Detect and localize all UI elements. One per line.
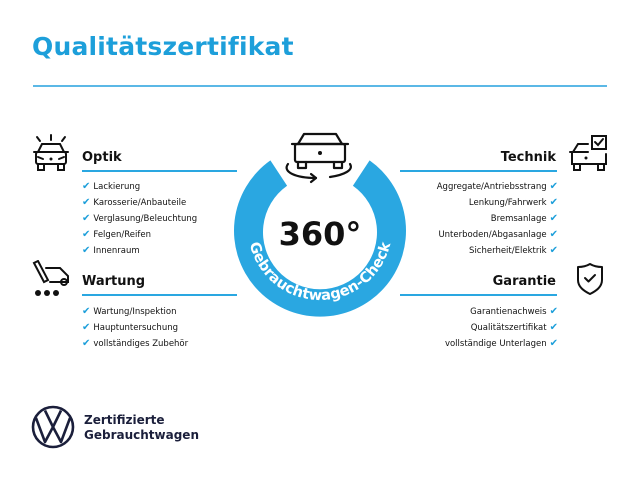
wartung-heading: Wartung — [82, 274, 146, 289]
list-item: ✔ Verglasung/Beleuchtung — [82, 213, 198, 224]
check-icon: ✔ — [549, 229, 558, 240]
check-icon: ✔ — [82, 229, 91, 240]
badge-ring — [234, 160, 406, 317]
list-item: Aggregate/Antriebsstrang ✔ — [436, 181, 558, 192]
technik-list: Aggregate/Antriebsstrang ✔ Lenkung/Fahrwe… — [437, 179, 558, 259]
list-item: ✔ Lackierung — [82, 181, 141, 192]
list-item: Garantienachweis ✔ — [470, 306, 558, 317]
garantie-list: Garantienachweis ✔ Qualitätszertifikat ✔ v… — [445, 304, 558, 352]
check-icon: ✔ — [549, 197, 558, 208]
optik-divider — [82, 170, 237, 172]
list-item: Bremsanlage ✔ — [490, 213, 558, 224]
check-icon: ✔ — [82, 338, 91, 349]
shield-check-icon — [577, 263, 603, 295]
car-checklist-icon — [569, 135, 607, 171]
garantie-divider — [400, 294, 557, 296]
service-tools-icon — [32, 260, 69, 296]
list-item: ✔ Hauptuntersuchung — [82, 322, 178, 333]
check-icon: ✔ — [82, 245, 91, 256]
list-item: Qualitätszertifikat ✔ — [470, 322, 558, 333]
check-icon: ✔ — [82, 181, 91, 192]
garantie-heading: Garantie — [492, 274, 556, 289]
degrees-label: 360° — [279, 215, 362, 253]
list-item: Sicherheit/Elektrik ✔ — [469, 245, 558, 256]
check-icon: ✔ — [82, 322, 91, 333]
check-icon: ✔ — [82, 197, 91, 208]
check-badge: 360° Gebrauchtwagen-Check — [234, 132, 406, 317]
check-icon: ✔ — [549, 213, 558, 224]
list-item: Unterboden/Abgasanlage ✔ — [438, 229, 558, 240]
list-item: ✔ Karosserie/Anbauteile — [82, 197, 187, 208]
list-item: vollständige Unterlagen ✔ — [444, 338, 558, 349]
brand-name: Zertifizierte Gebrauchtwagen — [84, 413, 199, 442]
title-divider — [33, 85, 607, 87]
wartung-list: ✔ Wartung/Inspektion ✔ Hauptuntersuchung ✔… — [82, 304, 188, 352]
check-icon: ✔ — [549, 181, 558, 192]
technik-heading: Technik — [500, 150, 556, 165]
wartung-divider — [82, 294, 237, 296]
list-item: ✔ Felgen/Reifen — [82, 229, 152, 240]
list-item: Lenkung/Fahrwerk ✔ — [468, 197, 558, 208]
check-icon: ✔ — [82, 213, 91, 224]
technik-divider — [400, 170, 557, 172]
check-icon: ✔ — [549, 322, 558, 333]
vw-logo — [31, 405, 75, 449]
check-icon: ✔ — [549, 338, 558, 349]
check-icon: ✔ — [549, 306, 558, 317]
optik-list: ✔ Lackierung ✔ Karosserie/Anbauteile ✔ Verg… — [82, 179, 197, 259]
list-item: ✔ Wartung/Inspektion — [82, 306, 177, 317]
list-item: ✔ Innenraum — [82, 245, 140, 256]
optik-heading: Optik — [82, 150, 122, 165]
page-title: Qualitätszertifikat — [32, 32, 294, 61]
car-rotate-icon — [285, 132, 352, 184]
check-icon: ✔ — [82, 306, 91, 317]
check-icon: ✔ — [549, 245, 558, 256]
car-lights-icon — [33, 134, 69, 171]
list-item: ✔ vollständiges Zubehör — [82, 338, 189, 349]
